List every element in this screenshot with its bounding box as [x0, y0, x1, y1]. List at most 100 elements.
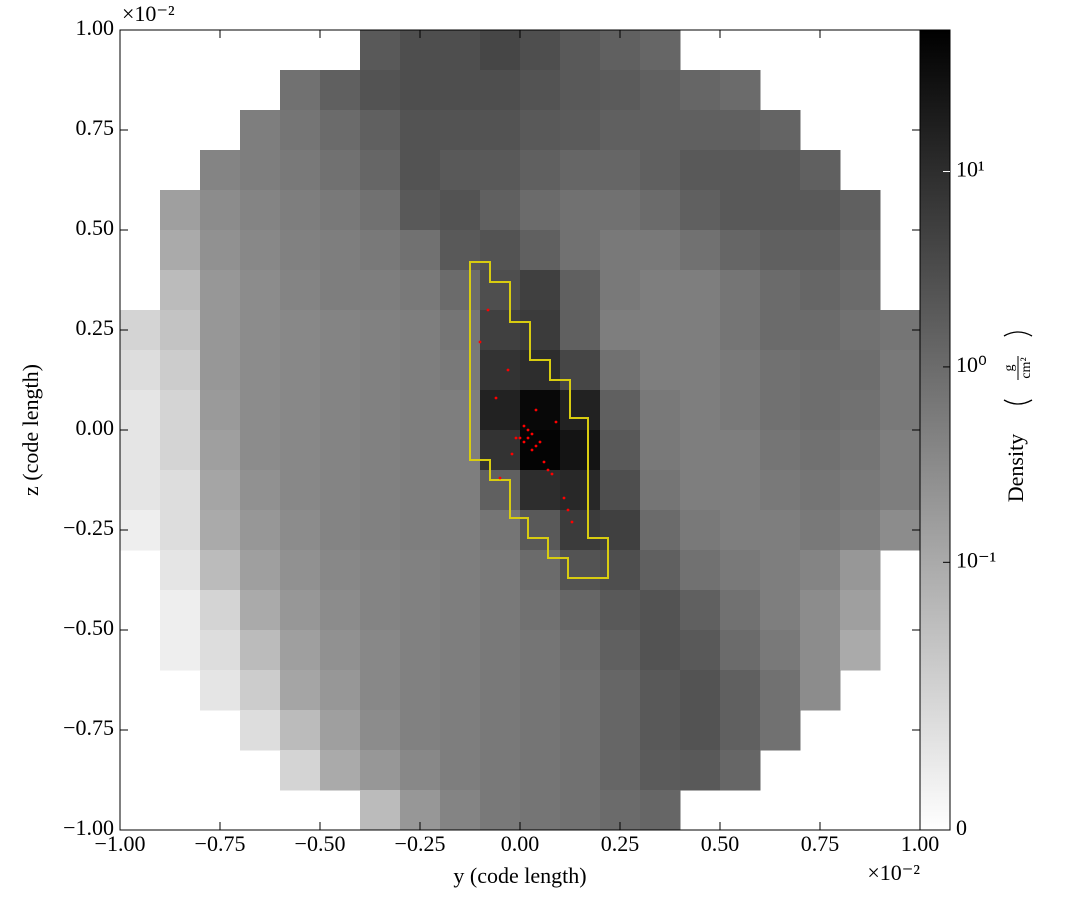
cell	[840, 430, 881, 471]
x-tick-label: −0.50	[295, 831, 346, 856]
cell	[280, 750, 321, 791]
y-axis-label: z (code length)	[18, 364, 43, 496]
cell	[640, 510, 681, 551]
overlay	[469, 261, 609, 579]
cell	[280, 390, 321, 431]
cell	[400, 750, 441, 791]
cell	[760, 230, 801, 271]
cell	[760, 390, 801, 431]
colorbar-unit-denominator: cm²	[1019, 357, 1034, 378]
cell	[680, 630, 721, 671]
cell	[560, 350, 601, 391]
cell	[360, 310, 401, 351]
particle	[522, 424, 526, 428]
cell	[440, 190, 481, 231]
particle	[546, 468, 550, 472]
cell	[760, 510, 801, 551]
cell	[240, 710, 281, 751]
cell	[520, 230, 561, 271]
cell	[680, 710, 721, 751]
cell	[800, 270, 841, 311]
x-tick-label: −1.00	[95, 831, 146, 856]
cell	[240, 470, 281, 511]
cell	[480, 630, 521, 671]
cell	[520, 430, 561, 471]
cell	[520, 550, 561, 591]
cell	[520, 630, 561, 671]
cell	[720, 110, 761, 151]
cell	[200, 150, 241, 191]
cell	[320, 510, 361, 551]
cell	[600, 470, 641, 511]
y-tick-label: −0.25	[63, 515, 114, 540]
particle	[522, 440, 526, 444]
cell	[440, 510, 481, 551]
cell	[640, 350, 681, 391]
cell	[280, 110, 321, 151]
cell	[280, 510, 321, 551]
cell	[480, 390, 521, 431]
contour	[469, 261, 609, 579]
cell	[360, 630, 401, 671]
cell	[720, 430, 761, 471]
cell	[720, 390, 761, 431]
cell	[320, 190, 361, 231]
cell	[160, 510, 201, 551]
cell	[560, 510, 601, 551]
cell	[120, 350, 161, 391]
cell	[280, 470, 321, 511]
cell	[280, 230, 321, 271]
cell	[160, 270, 201, 311]
cell	[760, 550, 801, 591]
colorbar-label: Density	[1003, 434, 1028, 502]
cell	[360, 390, 401, 431]
cell	[720, 670, 761, 711]
y-offset-text: ×10⁻²	[122, 1, 175, 26]
y-tick-label: 0.50	[76, 215, 115, 240]
cell	[600, 350, 641, 391]
cell	[680, 270, 721, 311]
cell	[160, 630, 201, 671]
cell	[800, 550, 841, 591]
cell	[520, 590, 561, 631]
colorbar-unit-numerator: g	[1002, 365, 1017, 372]
particle	[542, 460, 546, 464]
cell	[600, 550, 641, 591]
cell	[800, 670, 841, 711]
cell	[400, 670, 441, 711]
cell	[360, 550, 401, 591]
cell	[600, 430, 641, 471]
cell	[600, 150, 641, 191]
cell	[800, 430, 841, 471]
cell	[320, 670, 361, 711]
cell	[360, 710, 401, 751]
cell	[560, 150, 601, 191]
cell	[240, 150, 281, 191]
cell	[560, 590, 601, 631]
cell	[800, 390, 841, 431]
cell	[720, 70, 761, 111]
cell	[680, 190, 721, 231]
cell	[160, 430, 201, 471]
particle	[538, 440, 542, 444]
particle	[518, 436, 522, 440]
cell	[280, 430, 321, 471]
cell	[240, 110, 281, 151]
particle	[566, 508, 570, 512]
cell	[640, 750, 681, 791]
particle	[530, 432, 534, 436]
cell	[400, 230, 441, 271]
cell	[440, 70, 481, 111]
cell	[400, 270, 441, 311]
cell	[360, 30, 401, 71]
cell	[400, 630, 441, 671]
cell	[600, 750, 641, 791]
cell	[760, 110, 801, 151]
paren	[1003, 399, 1033, 405]
cell	[400, 350, 441, 391]
cell	[680, 350, 721, 391]
cell	[240, 190, 281, 231]
cell	[760, 590, 801, 631]
cell	[560, 670, 601, 711]
cell	[600, 510, 641, 551]
